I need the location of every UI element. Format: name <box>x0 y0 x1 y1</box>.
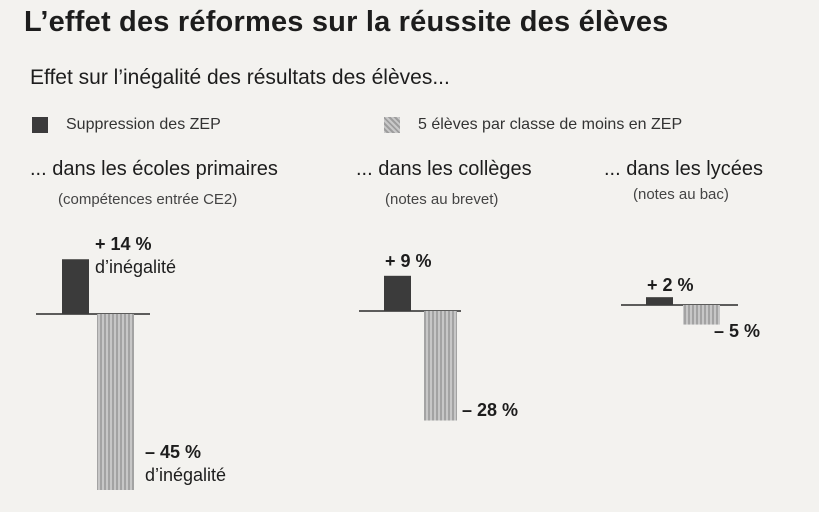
bar-primaire-suppression-zep <box>62 259 89 314</box>
bar-label-primaire-neg: – 45 % d’inégalité <box>145 441 226 486</box>
bar-label-college-pos: + 9 % <box>385 250 432 273</box>
legend-swatch-light <box>384 117 400 133</box>
panel-subtitle-college: (notes au brevet) <box>385 191 499 208</box>
panel-subtitle-lycee: (notes au bac) <box>633 186 729 203</box>
bar-label-lycee-neg-value: – 5 % <box>714 321 761 341</box>
bar-label-college-pos-value: + 9 % <box>385 251 432 271</box>
panel-title-college: ... dans les collèges <box>356 158 532 180</box>
bar-primaire-5-eleves-de-moins <box>97 314 134 490</box>
bar-label-primaire-pos: + 14 % d’inégalité <box>95 233 176 278</box>
bar-lycee-suppression-zep <box>646 297 673 305</box>
legend-item-light: 5 élèves par classe de moins en ZEP <box>384 116 682 134</box>
bar-label-college-neg: – 28 % <box>462 399 518 422</box>
bar-label-lycee-pos: + 2 % <box>647 274 694 297</box>
panel-title-lycee: ... dans les lycées <box>604 158 763 180</box>
legend-label-light: 5 élèves par classe de moins en ZEP <box>418 116 683 133</box>
chart-subtitle: Effet sur l’inégalité des résultats des … <box>30 66 450 89</box>
chart-title: L’effet des réformes sur la réussite des… <box>24 6 669 38</box>
bar-label-lycee-neg: – 5 % <box>714 320 760 343</box>
bar-label-primaire-neg-sub: d’inégalité <box>145 464 227 485</box>
bar-label-lycee-pos-value: + 2 % <box>647 275 694 295</box>
legend-item-dark: Suppression des ZEP <box>32 116 221 134</box>
bar-label-primaire-neg-value: – 45 % <box>145 442 202 462</box>
bar-label-primaire-pos-sub: d’inégalité <box>95 256 177 277</box>
panel-title-primaire: ... dans les écoles primaires <box>30 158 278 180</box>
bar-label-primaire-pos-value: + 14 % <box>95 234 152 254</box>
legend-label-dark: Suppression des ZEP <box>66 116 221 133</box>
bar-college-suppression-zep <box>384 275 411 311</box>
bar-college-5-eleves-de-moins <box>424 311 457 421</box>
bar-lycee-5-eleves-de-moins <box>683 305 720 325</box>
legend-swatch-dark <box>32 117 48 133</box>
panel-subtitle-primaire: (compétences entrée CE2) <box>58 191 238 208</box>
bar-label-college-neg-value: – 28 % <box>462 400 519 420</box>
